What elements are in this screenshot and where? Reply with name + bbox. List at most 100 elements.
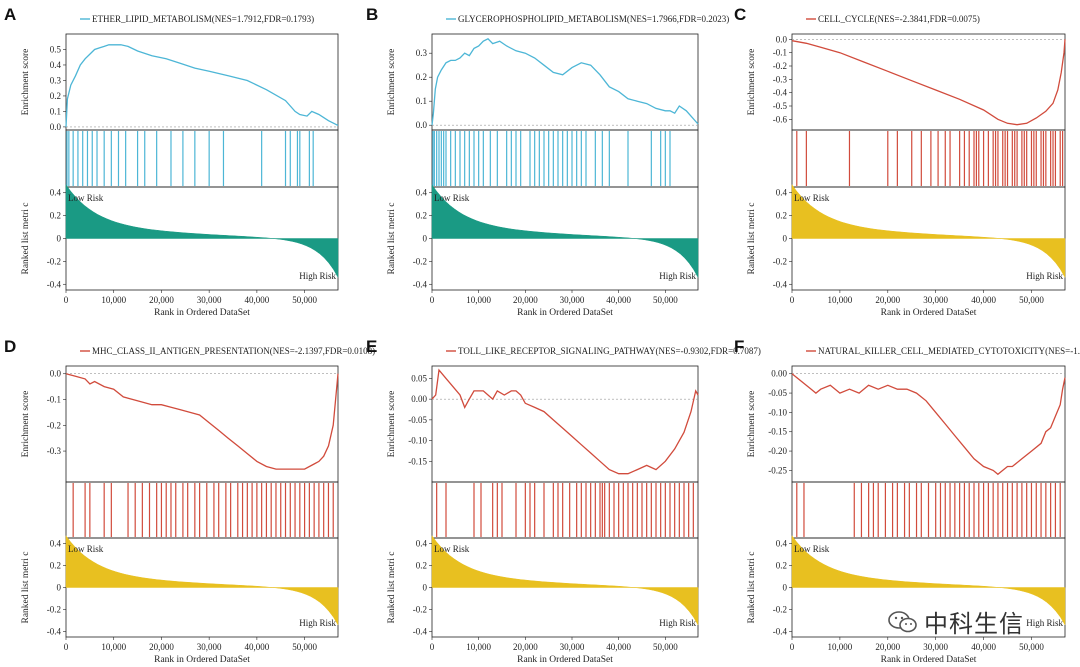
wechat-icon (888, 610, 917, 632)
metric-axis-label: Ranked list metri c (387, 202, 397, 274)
gsea-panel-d: D MHC_CLASS_II_ANTIGEN_PRESENTATION(NES=-… (4, 337, 375, 665)
gsea-panel-a: A ETHER_LIPID_METABOLISM(NES=1.7912,FDR=0… (4, 5, 339, 318)
metric-axis-label: Ranked list metri c (21, 551, 31, 623)
metric-y-tick-label: -0.4 (47, 279, 62, 289)
gsea-panel-e: E TOLL_LIKE_RECEPTOR_SIGNALING_PATHWAY(NE… (366, 337, 761, 665)
chart-title: GLYCEROPHOSPHOLIPID_METABOLISM(NES=1.796… (458, 14, 729, 24)
panel-letter: B (366, 5, 378, 24)
metric-y-tick-label: -0.2 (773, 256, 787, 266)
x-tick-label: 0 (64, 642, 69, 652)
panel-letter: F (734, 337, 744, 356)
gsea-panel-c: C CELL_CYCLE(NES=-2.3841,FDR=0.0075) 0.0 -0… (734, 5, 1066, 318)
high-risk-label: High Risk (1026, 618, 1063, 628)
x-tick-label: 10,000 (101, 642, 126, 652)
chart-title: NATURAL_KILLER_CELL_MEDIATED_CYTOTOXICIT… (818, 346, 1080, 356)
watermark: 中科生信 (888, 604, 1024, 639)
es-axis-label: Enrichment score (747, 49, 757, 116)
es-y-tick-label: -0.20 (768, 446, 787, 456)
metric-axis-label: Ranked list metri c (387, 551, 397, 623)
es-axis-label: Enrichment score (21, 391, 31, 458)
panel-letter: E (366, 337, 377, 356)
x-axis-label: Rank in Ordered DataSet (154, 655, 250, 665)
chart-title: TOLL_LIKE_RECEPTOR_SIGNALING_PATHWAY(NES… (458, 346, 761, 356)
es-y-tick-label: -0.1 (47, 395, 61, 405)
x-tick-label: 50,000 (1019, 642, 1044, 652)
low-risk-label: Low Risk (794, 544, 830, 554)
x-tick-label: 40,000 (245, 295, 270, 305)
es-y-tick-label: 0.4 (50, 60, 62, 70)
hits-plot-frame (431, 481, 699, 539)
metric-y-tick-label: 0 (423, 234, 428, 244)
x-tick-label: 10,000 (466, 295, 491, 305)
high-risk-label: High Risk (299, 271, 336, 281)
x-tick-label: 20,000 (513, 295, 538, 305)
x-tick-label: 50,000 (292, 295, 317, 305)
x-tick-label: 20,000 (875, 642, 900, 652)
es-curve (431, 368, 699, 475)
es-axis-label: Enrichment score (21, 49, 31, 116)
es-y-tick-label: 0.0 (776, 34, 788, 44)
es-y-tick-label: -0.3 (47, 446, 62, 456)
ranked-metric-area (791, 183, 1066, 279)
es-plot-frame (65, 33, 339, 131)
x-tick-label: 30,000 (923, 642, 948, 652)
es-curve (65, 373, 339, 470)
x-tick-label: 10,000 (101, 295, 126, 305)
es-y-tick-label: -0.10 (408, 436, 427, 446)
es-plot-frame (431, 365, 699, 483)
ranked-metric-area (431, 183, 699, 279)
low-risk-label: Low Risk (434, 193, 470, 203)
metric-y-tick-label: 0.2 (50, 561, 61, 571)
x-tick-label: 50,000 (292, 642, 317, 652)
es-y-tick-label: -0.05 (768, 388, 787, 398)
metric-y-tick-label: 0.2 (776, 561, 787, 571)
metric-y-tick-label: 0.2 (776, 211, 787, 221)
x-tick-label: 30,000 (560, 295, 585, 305)
x-tick-label: 30,000 (560, 642, 585, 652)
es-y-tick-label: -0.15 (408, 456, 427, 466)
x-axis-label: Rank in Ordered DataSet (881, 655, 977, 665)
metric-y-tick-label: 0 (57, 583, 62, 593)
panel-letter: C (734, 5, 746, 24)
high-risk-label: High Risk (659, 618, 696, 628)
ranked-metric-area (791, 535, 1066, 626)
es-y-tick-label: 0.2 (416, 72, 427, 82)
metric-y-tick-label: 0.4 (416, 539, 428, 549)
x-tick-label: 0 (790, 642, 795, 652)
metric-y-tick-label: 0 (783, 234, 788, 244)
es-y-tick-label: 0.3 (50, 75, 62, 85)
es-axis-label: Enrichment score (387, 49, 397, 116)
x-tick-label: 40,000 (971, 295, 996, 305)
x-tick-label: 20,000 (875, 295, 900, 305)
metric-y-tick-label: -0.2 (47, 256, 61, 266)
x-tick-label: 50,000 (653, 642, 678, 652)
metric-y-tick-label: 0.4 (776, 188, 788, 198)
metric-y-tick-label: -0.2 (773, 605, 787, 615)
x-tick-label: 30,000 (197, 642, 222, 652)
metric-y-tick-label: 0.2 (50, 211, 61, 221)
panel-letter: A (4, 5, 16, 24)
x-tick-label: 50,000 (1019, 295, 1044, 305)
es-y-tick-label: 0.1 (50, 106, 61, 116)
x-tick-label: 30,000 (923, 295, 948, 305)
x-axis-label: Rank in Ordered DataSet (517, 308, 613, 318)
es-curve (791, 39, 1066, 126)
high-risk-label: High Risk (1026, 271, 1063, 281)
gsea-panel-f: F NATURAL_KILLER_CELL_MEDIATED_CYTOTOXICI… (734, 337, 1080, 665)
watermark-text: 中科生信 (924, 610, 1024, 638)
x-tick-label: 50,000 (653, 295, 678, 305)
x-tick-label: 10,000 (466, 642, 491, 652)
es-plot-frame (65, 365, 339, 483)
es-axis-label: Enrichment score (387, 391, 397, 458)
metric-axis-label: Ranked list metri c (747, 551, 757, 623)
metric-y-tick-label: 0.4 (50, 188, 62, 198)
high-risk-label: High Risk (299, 618, 336, 628)
x-tick-label: 40,000 (606, 642, 631, 652)
x-tick-label: 0 (430, 642, 435, 652)
chart-title: MHC_CLASS_II_ANTIGEN_PRESENTATION(NES=-2… (92, 346, 375, 356)
es-y-tick-label: 0.05 (411, 373, 427, 383)
es-plot-frame (791, 33, 1066, 131)
es-curve (431, 38, 699, 126)
x-tick-label: 10,000 (828, 295, 853, 305)
